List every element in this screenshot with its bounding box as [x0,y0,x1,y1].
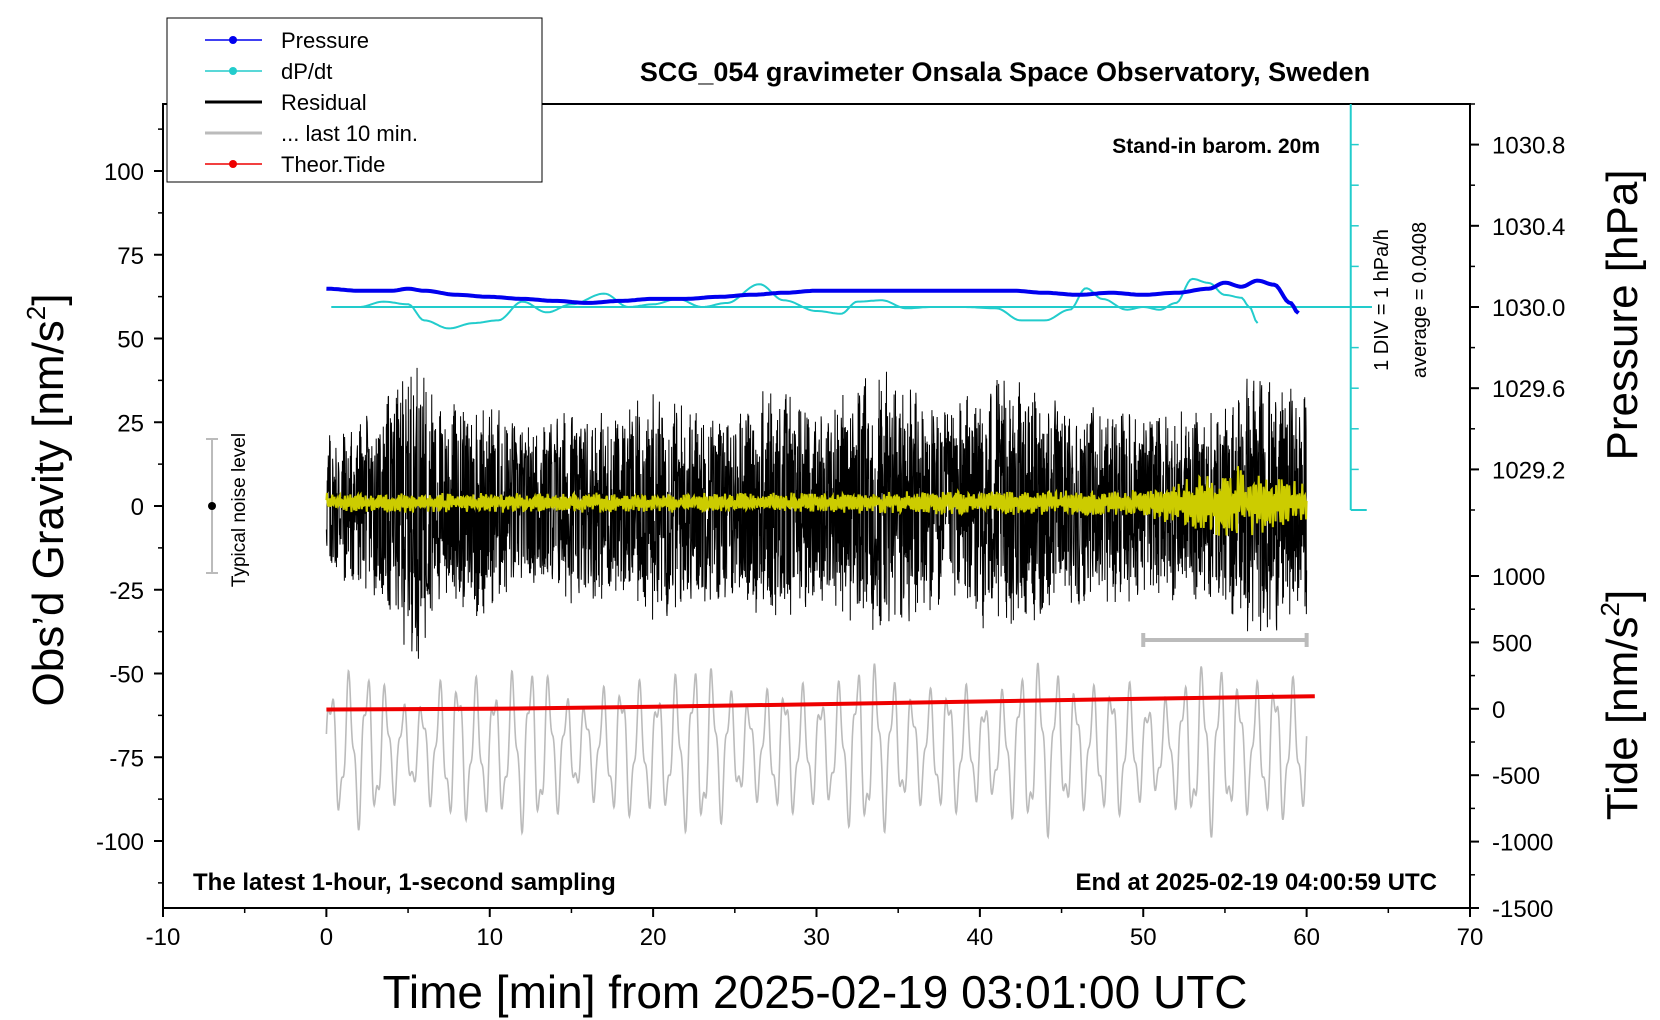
dpdt-line [358,277,1259,330]
left-tick-label: -100 [96,829,144,856]
x-tick-label: 20 [640,924,667,951]
legend-items: Pressure dP/dt Residual ... last 10 min. The… [205,28,418,177]
tide-tick-label: 1000 [1492,564,1545,591]
left-tick-label: 50 [117,327,144,354]
pressure-axis-ticks: 1030.8 1030.4 1030.0 1029.6 1029.2 [1470,103,1565,511]
pressure-tick-label: 1030.4 [1492,214,1565,241]
x-tick-label: 10 [476,924,503,951]
x-axis-ticks: -10 0 10 20 30 40 50 60 70 [146,908,1484,951]
barometer-note: Stand-in barom. 20m [1112,135,1320,158]
bottom-right-note: End at 2025-02-19 04:00:59 UTC [1076,869,1438,896]
left-axis-label-end: ] [24,293,73,305]
left-tick-label: 100 [104,159,144,186]
tide-tick-label: 0 [1492,697,1505,724]
left-axis-label: Obs’d Gravity [nm/s2] [21,293,73,706]
x-tick-label: 40 [967,924,994,951]
legend-label: Theor.Tide [281,152,385,177]
x-tick-label: 70 [1457,924,1484,951]
left-axis-label-main: Obs’d Gravity [nm/s [24,320,73,706]
x-tick-label: 30 [803,924,830,951]
legend-marker [229,67,237,75]
tide-tick-label: 500 [1492,630,1532,657]
tide-axis-trace [325,662,1308,840]
x-tick-label: 50 [1130,924,1157,951]
residual-line [325,367,1308,659]
noise-level-dot [208,502,217,510]
last-10-min-series [325,466,1308,536]
tide-axis-label-main: Tide [nm/s [1598,616,1647,820]
legend: Pressure dP/dt Residual ... last 10 min. The… [166,17,543,183]
pressure-series [326,278,1300,315]
legend-label: Residual [281,90,367,115]
left-tick-label: -50 [109,662,144,689]
pressure-tick-label: 1029.6 [1492,376,1565,403]
legend-label: Pressure [281,28,369,53]
theor-tide-series [326,694,1315,712]
pressure-tick-label: 1030.8 [1492,133,1565,160]
x-tick-label: 0 [320,924,333,951]
legend-label: ... last 10 min. [281,121,418,146]
left-tick-label: 75 [117,243,144,270]
tide-axis-label-sup: 2 [1595,602,1625,616]
x-tick-label: -10 [146,924,181,951]
theor-tide-line [326,694,1315,712]
legend-marker [229,160,237,168]
tide-tick-label: -1000 [1492,830,1553,857]
pressure-tick-label: 1029.2 [1492,457,1565,484]
left-tick-label: -25 [109,578,144,605]
tide-axis-label: Tide [nm/s2] [1595,590,1647,820]
tide-axis-label-end: ] [1598,590,1647,602]
last-10-min-line [325,466,1308,536]
left-tick-label: -75 [109,745,144,772]
dpdt-average-note: average = 0.0408 [1409,222,1431,378]
tide-axis-ticks: 1000 500 0 -500 -1000 -1500 [1470,564,1553,923]
pressure-tick-label: 1030.0 [1492,295,1565,322]
dpdt-series [331,277,1372,330]
tide-axis-trace-line [325,662,1308,840]
residual-series [325,367,1308,659]
left-axis-label-sup: 2 [21,306,51,320]
left-tick-label: 0 [131,494,144,521]
pressure-axis-label: Pressure [hPa] [1598,169,1647,460]
legend-marker [229,36,237,44]
dpdt-scale-note: 1 DIV = 1 hPa/h [1371,229,1393,371]
bottom-left-note: The latest 1-hour, 1-second sampling [193,869,616,896]
chart-title: SCG_054 gravimeter Onsala Space Observat… [640,57,1370,87]
tide-tick-label: -1500 [1492,896,1553,923]
legend-box [166,17,543,183]
tide-tick-label: -500 [1492,763,1540,790]
left-tick-label: 25 [117,410,144,437]
legend-label: dP/dt [281,59,332,84]
left-axis-ticks: 100 75 50 25 0 -25 -50 -75 -100 [96,128,163,884]
x-axis-label: Time [min] from 2025-02-19 03:01:00 UTC [383,966,1248,1018]
pressure-line [326,278,1300,315]
x-tick-label: 60 [1293,924,1320,951]
noise-level-label: Typical noise level [229,433,250,587]
annotation-marks [206,104,1367,647]
